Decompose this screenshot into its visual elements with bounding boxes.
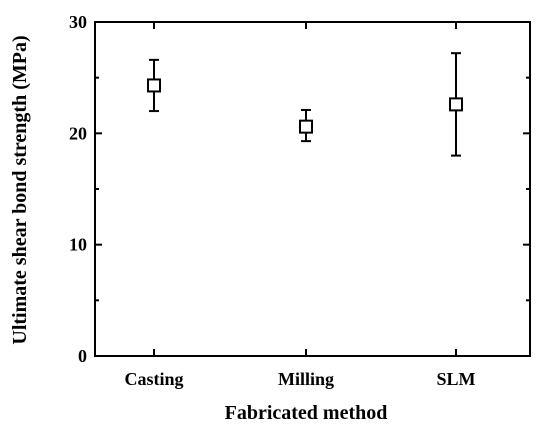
plot-frame [94, 21, 531, 357]
y-tick-label: 20 [69, 123, 87, 143]
data-point [147, 78, 161, 93]
data-point [299, 119, 313, 134]
data-marks [147, 52, 463, 157]
x-tick-label: SLM [436, 369, 475, 389]
y-tick-label: 0 [78, 346, 87, 366]
data-point [449, 97, 463, 112]
x-axis-label: Fabricated method [225, 402, 388, 424]
x-tick-label: Casting [124, 369, 183, 389]
y-tick-label: 10 [69, 235, 87, 255]
axis-ticks: 0 10 20 30 Casting Milling SLM [69, 12, 530, 389]
y-axis-label: Ultimate shear bond strength (MPa) [9, 35, 31, 344]
y-tick-label: 30 [69, 12, 87, 32]
x-tick-label: Milling [278, 369, 334, 389]
